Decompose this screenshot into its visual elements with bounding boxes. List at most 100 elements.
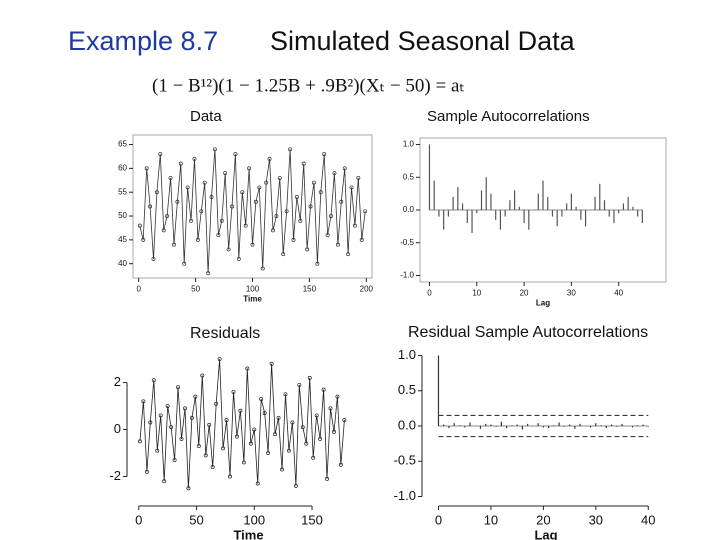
data-point: [274, 214, 279, 218]
data-point: [196, 444, 201, 448]
x-tick-label: 10: [484, 513, 498, 528]
x-tick-label: 0: [136, 285, 141, 294]
data-point: [301, 161, 306, 166]
y-tick-label: -1.0: [394, 488, 416, 503]
data-point: [141, 237, 146, 242]
x-tick-label: 200: [360, 285, 374, 294]
data-point: [352, 223, 357, 228]
data-point: [165, 404, 170, 408]
data-point: [284, 209, 289, 214]
y-tick-label: 60: [118, 163, 127, 172]
x-tick-label: 100: [246, 285, 260, 294]
data-point: [231, 389, 236, 394]
x-tick-label: 100: [243, 513, 265, 528]
data-point: [255, 481, 260, 486]
data-point: [257, 185, 262, 190]
data-point: [291, 237, 296, 242]
data-point: [192, 156, 197, 161]
data-point: [322, 152, 327, 157]
data-point: [283, 392, 288, 397]
data-point: [298, 218, 303, 223]
x-axis-label: Lag: [536, 299, 550, 308]
data-point: [325, 233, 330, 238]
data-point: [189, 218, 193, 223]
data-point: [214, 401, 219, 406]
data-point: [286, 448, 291, 453]
y-tick-label: -0.5: [394, 453, 416, 468]
data-point: [325, 476, 329, 481]
data-point: [209, 195, 214, 199]
y-tick-label: 0.5: [398, 382, 416, 397]
chart-title: Data: [190, 108, 222, 125]
data-point: [148, 420, 153, 425]
x-tick-label: 0: [427, 289, 432, 298]
data-point: [154, 190, 159, 195]
data-point: [158, 413, 163, 418]
data-point: [206, 271, 211, 276]
chart-title: Sample Autocorrelations: [427, 108, 590, 125]
y-tick-label: 2: [114, 374, 121, 389]
data-point: [273, 432, 278, 437]
data-point: [332, 171, 337, 176]
data-point: [203, 453, 208, 458]
data-point: [199, 209, 204, 214]
x-tick-label: 20: [536, 513, 550, 528]
data-point: [339, 199, 344, 204]
data-point: [176, 385, 180, 390]
data-point: [189, 415, 194, 420]
data-point: [172, 242, 176, 247]
y-tick-label: 50: [118, 211, 127, 220]
data-point: [217, 357, 222, 361]
data-point: [318, 190, 323, 195]
data-point: [312, 180, 316, 185]
y-tick-label: -1.0: [400, 271, 414, 280]
slide-title: Simulated Seasonal Data: [270, 26, 576, 56]
data-point: [349, 185, 354, 190]
data-point: [245, 366, 250, 371]
x-tick-label: 0: [135, 513, 142, 528]
x-axis-label: Lag: [534, 528, 557, 540]
data-point: [226, 247, 231, 252]
series-line: [139, 358, 345, 489]
data-point: [259, 397, 264, 401]
data-point: [338, 462, 343, 467]
data-point: [335, 394, 340, 399]
data-point: [165, 214, 170, 218]
x-tick-label: 10: [472, 289, 481, 298]
data-point: [179, 436, 184, 441]
y-tick-label: 45: [118, 235, 127, 244]
data-point: [162, 479, 167, 484]
data-point: [243, 223, 248, 228]
data-point: [267, 156, 272, 161]
data-point: [151, 256, 156, 261]
data-point: [300, 425, 305, 430]
data-point: [168, 175, 173, 180]
data-point: [266, 451, 271, 455]
data-point: [294, 195, 299, 199]
data-point: [182, 261, 187, 266]
data-point: [155, 448, 160, 453]
data-point: [346, 252, 351, 257]
data-point: [329, 214, 333, 218]
y-tick-label: 0.0: [403, 205, 415, 214]
y-tick-label: -0.5: [400, 238, 414, 247]
data-point: [158, 152, 163, 157]
x-tick-label: 40: [641, 513, 655, 528]
data-point: [253, 199, 258, 204]
data-point: [172, 458, 177, 463]
data-point: [293, 483, 298, 488]
data-point: [186, 486, 191, 491]
data-point: [238, 408, 243, 413]
data-point: [247, 166, 252, 171]
data-point: [141, 399, 146, 404]
data-point: [185, 185, 190, 190]
x-axis-label: Time: [233, 528, 263, 540]
data-point: [332, 429, 336, 434]
y-tick-label: 0.0: [398, 417, 416, 432]
y-tick-label: 65: [118, 140, 127, 149]
data-point: [210, 465, 215, 470]
data-point: [212, 147, 217, 152]
y-tick-label: 1.0: [403, 140, 415, 149]
